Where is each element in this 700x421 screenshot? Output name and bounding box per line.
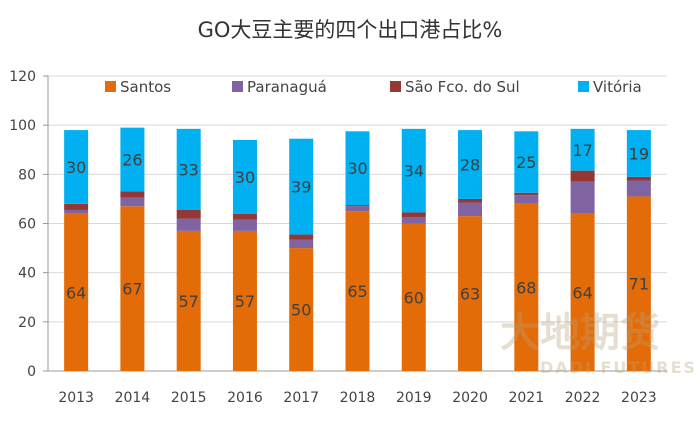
chart-title: GO大豆主要的四个出口港占比%	[197, 18, 503, 42]
bar-s-o-fco-do-sul	[458, 198, 483, 203]
bar-paranagu-	[345, 206, 370, 212]
bar-santos	[570, 213, 595, 371]
data-label: 33	[179, 160, 199, 179]
watermark: 大地期货 DADI FUTURES	[500, 300, 697, 377]
bar-vit-ria	[120, 127, 145, 192]
bar-vit-ria	[289, 138, 314, 235]
data-label: 30	[235, 168, 255, 187]
bar-paranagu-	[401, 217, 426, 224]
x-tick-label: 2018	[340, 390, 376, 406]
bar-santos	[458, 216, 483, 371]
bar-paranagu-	[176, 218, 201, 231]
data-label: 63	[460, 285, 480, 304]
bar-s-o-fco-do-sul	[570, 170, 595, 182]
bar-s-o-fco-do-sul	[120, 191, 145, 198]
bar-paranagu-	[232, 219, 257, 231]
watermark-text: 大地期货	[500, 310, 660, 356]
x-tick-label: 2021	[508, 390, 544, 406]
x-tick-label: 2016	[227, 390, 263, 406]
data-label: 57	[179, 292, 199, 311]
y-tick-label: 60	[18, 217, 36, 233]
bar-vit-ria	[458, 130, 483, 199]
bar-santos	[176, 230, 201, 371]
data-label: 71	[629, 275, 649, 294]
data-label: 17	[572, 141, 592, 160]
data-label: 64	[66, 283, 86, 302]
data-label: 64	[572, 283, 592, 302]
bar-vit-ria	[176, 128, 201, 210]
data-label: 26	[122, 151, 142, 170]
bar-paranagu-	[120, 197, 145, 207]
bar-vit-ria	[514, 131, 539, 193]
bar-santos	[345, 211, 370, 371]
legend-label: Santos	[120, 78, 171, 96]
legend-swatch	[390, 81, 401, 92]
bar-santos	[514, 203, 539, 371]
bar-s-o-fco-do-sul	[345, 205, 370, 207]
bar-s-o-fco-do-sul	[289, 234, 314, 240]
bar-santos	[120, 206, 145, 371]
x-tick-label: 2022	[565, 390, 601, 406]
bar-paranagu-	[626, 180, 651, 197]
data-label: 67	[122, 280, 142, 299]
bar-vit-ria	[345, 131, 370, 206]
bar-santos	[289, 248, 314, 371]
bar-vit-ria	[401, 128, 426, 213]
y-tick-label: 20	[18, 315, 36, 331]
bar-vit-ria	[64, 130, 89, 204]
bar-paranagu-	[514, 195, 539, 204]
x-tick-label: 2023	[621, 390, 657, 406]
bar-s-o-fco-do-sul	[64, 203, 89, 210]
legend-label: Vitória	[593, 78, 642, 96]
watermark-sub: DADI FUTURES	[540, 358, 698, 377]
data-label: 30	[66, 158, 86, 177]
y-tick-label: 120	[9, 69, 36, 85]
data-label: 50	[291, 301, 311, 320]
bar-paranagu-	[289, 239, 314, 249]
data-label: 39	[291, 178, 311, 197]
x-tick-label: 2013	[58, 390, 94, 406]
bar-s-o-fco-do-sul	[514, 192, 539, 196]
legend-label: Paranaguá	[247, 78, 327, 96]
data-label: 68	[516, 278, 536, 297]
bar-santos	[64, 213, 89, 371]
bar-santos	[232, 230, 257, 371]
y-tick-label: 0	[27, 364, 36, 380]
legend-swatch	[232, 81, 243, 92]
bar-santos	[626, 196, 651, 371]
x-tick-label: 2017	[283, 390, 319, 406]
x-tick-label: 2015	[171, 390, 207, 406]
data-label: 60	[404, 288, 424, 307]
bar-s-o-fco-do-sul	[401, 212, 426, 218]
bar-vit-ria	[626, 130, 651, 177]
data-label: 57	[235, 292, 255, 311]
legend-swatch	[578, 81, 589, 92]
data-label: 19	[629, 144, 649, 163]
bar-vit-ria	[570, 128, 595, 171]
x-tick-label: 2019	[396, 390, 432, 406]
y-tick-label: 100	[9, 118, 36, 134]
bar-santos	[401, 223, 426, 371]
data-label: 34	[404, 162, 424, 181]
x-tick-label: 2020	[452, 390, 488, 406]
bar-s-o-fco-do-sul	[626, 176, 651, 181]
bar-s-o-fco-do-sul	[176, 209, 201, 219]
y-tick-label: 80	[18, 167, 36, 183]
bar-s-o-fco-do-sul	[232, 213, 257, 220]
bar-paranagu-	[64, 209, 89, 214]
y-tick-label: 40	[18, 266, 36, 282]
legend-label: São Fco. do Sul	[405, 78, 520, 96]
bar-vit-ria	[232, 139, 257, 214]
data-label: 65	[347, 282, 367, 301]
x-tick-label: 2014	[115, 390, 151, 406]
bar-paranagu-	[458, 202, 483, 217]
data-label: 30	[347, 159, 367, 178]
legend-swatch	[105, 81, 116, 92]
bar-paranagu-	[570, 181, 595, 214]
data-label: 28	[460, 156, 480, 175]
data-label: 25	[516, 153, 536, 172]
